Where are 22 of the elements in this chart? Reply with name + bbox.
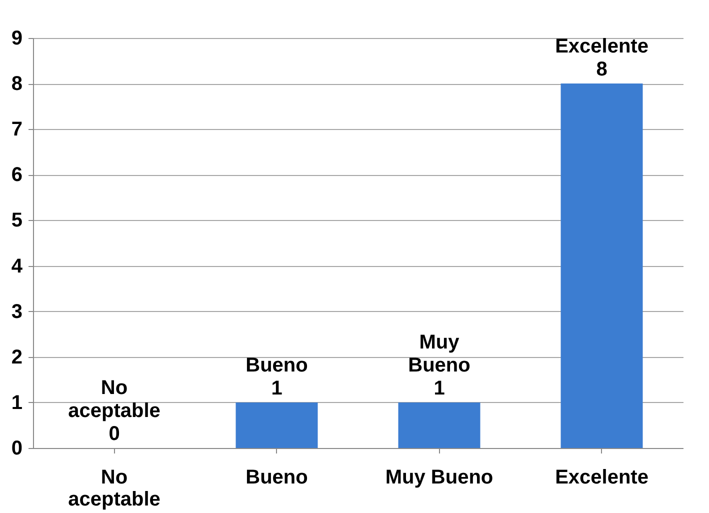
category-label: No aceptable <box>68 377 160 422</box>
y-tick-label: 3 <box>11 300 22 323</box>
data-label: 8 <box>596 58 608 81</box>
data-label: 1 <box>434 377 445 400</box>
y-tick-label: 5 <box>11 210 22 232</box>
category-label: Excelente <box>555 36 648 58</box>
y-tick-label: 8 <box>11 73 22 96</box>
x-tick-label: Muy Bueno <box>385 466 494 488</box>
category-label: Bueno <box>246 354 308 376</box>
y-tick-label: 9 <box>11 28 22 50</box>
data-label: 1 <box>271 377 282 400</box>
category-label: Muy Bueno <box>408 331 470 376</box>
data-label: 0 <box>108 423 120 445</box>
y-tick-label: 4 <box>11 255 24 278</box>
y-tick-label: 6 <box>11 164 22 186</box>
x-tick-label: Bueno <box>246 466 308 488</box>
x-tick-label: No aceptable <box>68 466 160 510</box>
y-tick-label: 7 <box>11 118 22 141</box>
y-tick-label: 1 <box>11 392 22 414</box>
y-tick-label: 0 <box>11 438 22 460</box>
x-tick-label: Excelente <box>555 466 648 488</box>
y-tick-label: 2 <box>11 346 22 368</box>
